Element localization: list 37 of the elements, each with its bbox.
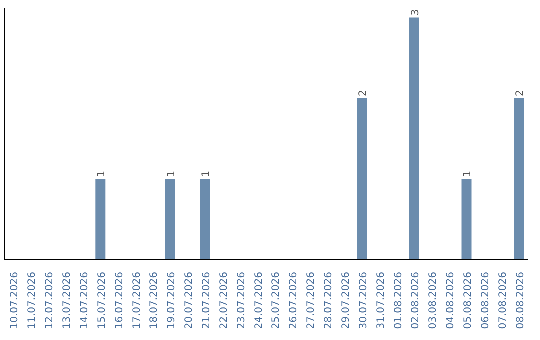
- x-tick-label: 20.07.2026: [184, 272, 196, 330]
- x-tick-label: 21.07.2026: [201, 272, 212, 330]
- x-tick-label: 05.08.2026: [462, 272, 474, 330]
- x-tick-label: 12.07.2026: [44, 272, 56, 330]
- x-tick-label: 16.07.2026: [114, 272, 126, 330]
- x-tick-label: 24.07.2026: [254, 272, 265, 330]
- x-tick-label: 17.07.2026: [132, 272, 143, 330]
- data-label: 1: [96, 170, 108, 178]
- x-tick-label: 10.07.2026: [10, 272, 21, 330]
- x-tick-label: 19.07.2026: [166, 272, 178, 330]
- x-tick-label: 27.07.2026: [306, 272, 318, 330]
- data-label: 2: [515, 90, 526, 96]
- x-tick-label: 25.07.2026: [271, 272, 282, 330]
- data-label: 1: [462, 170, 474, 178]
- x-tick-label: 15.07.2026: [96, 272, 108, 330]
- x-tick-label: 23.07.2026: [236, 272, 248, 330]
- x-tick-label: 14.07.2026: [79, 272, 90, 330]
- x-tick-label: 03.08.2026: [428, 272, 440, 330]
- x-tick-label: 29.07.2026: [340, 272, 352, 330]
- x-tick-label: 06.08.2026: [480, 272, 492, 330]
- x-tick-label: 30.07.2026: [358, 272, 370, 330]
- x-tick-label: 02.08.2026: [410, 272, 422, 330]
- data-label: 3: [410, 9, 422, 16]
- x-tick-label: 22.07.2026: [218, 272, 230, 330]
- data-label: 1: [166, 170, 178, 178]
- x-tick-label: 11.07.2026: [27, 272, 38, 330]
- x-tick-label: 28.07.2026: [324, 272, 335, 330]
- x-tick-label: 26.07.2026: [288, 272, 300, 330]
- x-tick-label: 18.07.2026: [149, 272, 160, 330]
- x-tick-label: 08.08.2026: [515, 272, 526, 330]
- x-tick-label: 13.07.2026: [62, 272, 74, 330]
- x-tick-label: 31.07.2026: [376, 272, 387, 330]
- data-label: 1: [201, 170, 212, 178]
- x-tick-label: 01.08.2026: [393, 272, 404, 330]
- data-label: 2: [358, 90, 370, 96]
- x-tick-label: 04.08.2026: [446, 272, 457, 330]
- x-tick-label: 07.08.2026: [498, 272, 509, 330]
